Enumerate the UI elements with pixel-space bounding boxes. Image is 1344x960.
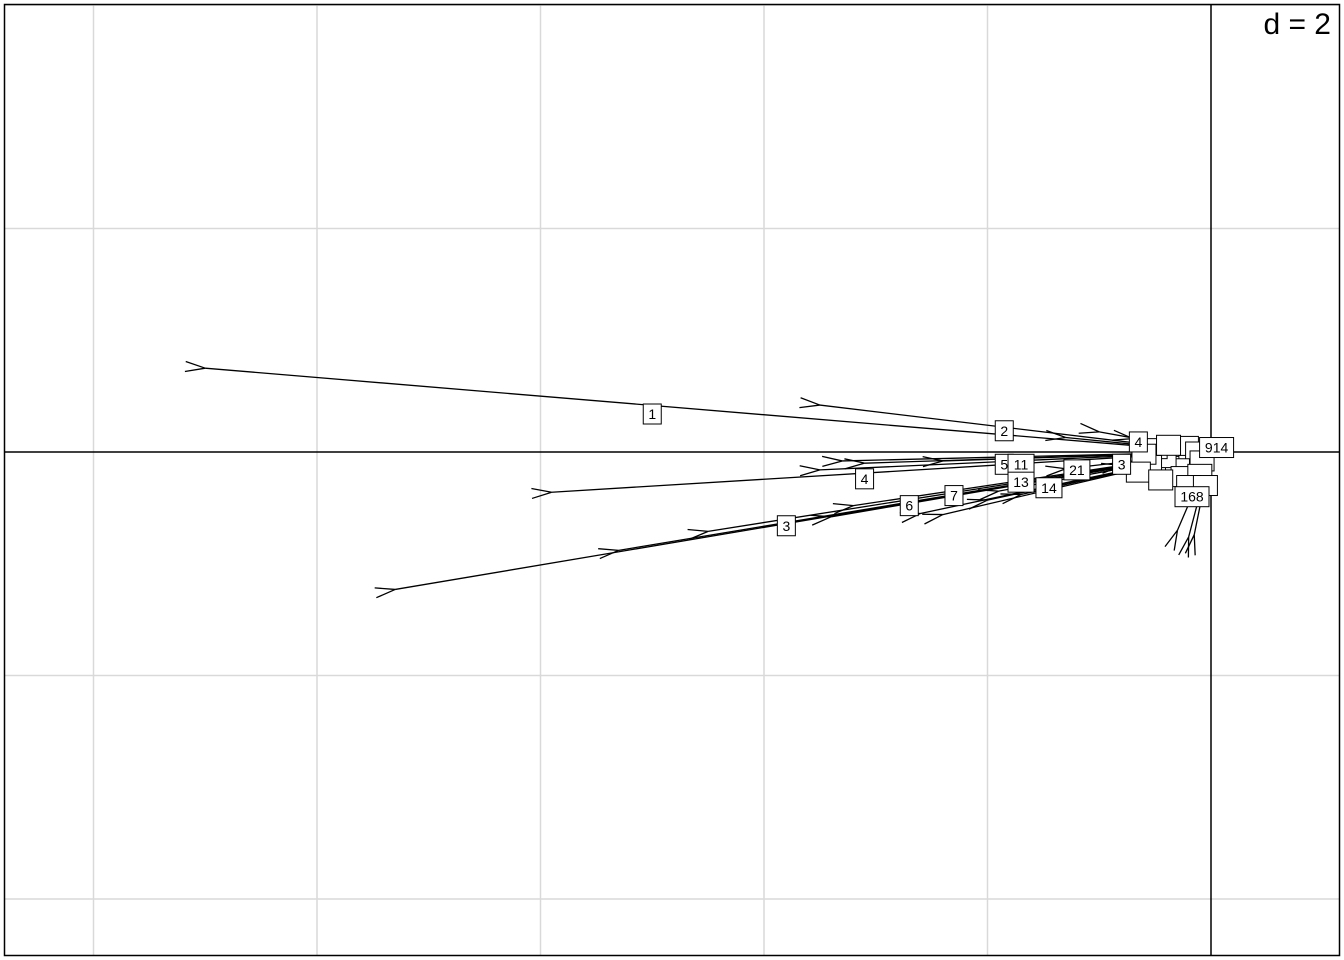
arrow-label: 13 (1013, 474, 1029, 490)
arrow-label: 4 (1134, 434, 1142, 450)
arrow-label: 6 (905, 498, 913, 514)
scale-label: d = 2 (1263, 8, 1331, 41)
arrow-label-box (1128, 431, 1148, 453)
arrow-label-box (1007, 471, 1035, 493)
arrow-label: 1 (648, 406, 656, 422)
arrow-label-box (1063, 459, 1091, 481)
arrow-label: 14 (1041, 480, 1057, 496)
arrow-label-box (776, 515, 796, 537)
arrow-label: 21 (1069, 462, 1085, 478)
arrow-label-box (899, 495, 919, 517)
arrow-label-box (994, 420, 1014, 442)
arrow-label-box (944, 485, 964, 507)
arrow-label: 914 (1205, 440, 1229, 456)
arrow-label: 168 (1180, 489, 1204, 505)
arrow (531, 451, 1212, 500)
cluster-label-box (1156, 434, 1182, 456)
arrow-label: 7 (950, 488, 958, 504)
arrow-label: 4 (861, 471, 869, 487)
cluster-label-box (1148, 469, 1174, 491)
arrow-label: 2 (1000, 423, 1008, 439)
arrow-label-box (1174, 486, 1210, 508)
arrow-label: 3 (1118, 456, 1126, 472)
arrow-label: 5 (1000, 456, 1008, 472)
plot-frame (3, 3, 1341, 957)
arrow-label-box (855, 468, 875, 490)
arrow-label: 3 (782, 518, 790, 534)
arrow-label: 11 (1014, 456, 1029, 472)
arrow-label-box (1199, 437, 1235, 459)
arrow-label-box (642, 403, 662, 425)
arrow-label-box (1035, 477, 1063, 499)
arrow-label-box (1112, 453, 1132, 475)
arrow (184, 360, 1212, 453)
